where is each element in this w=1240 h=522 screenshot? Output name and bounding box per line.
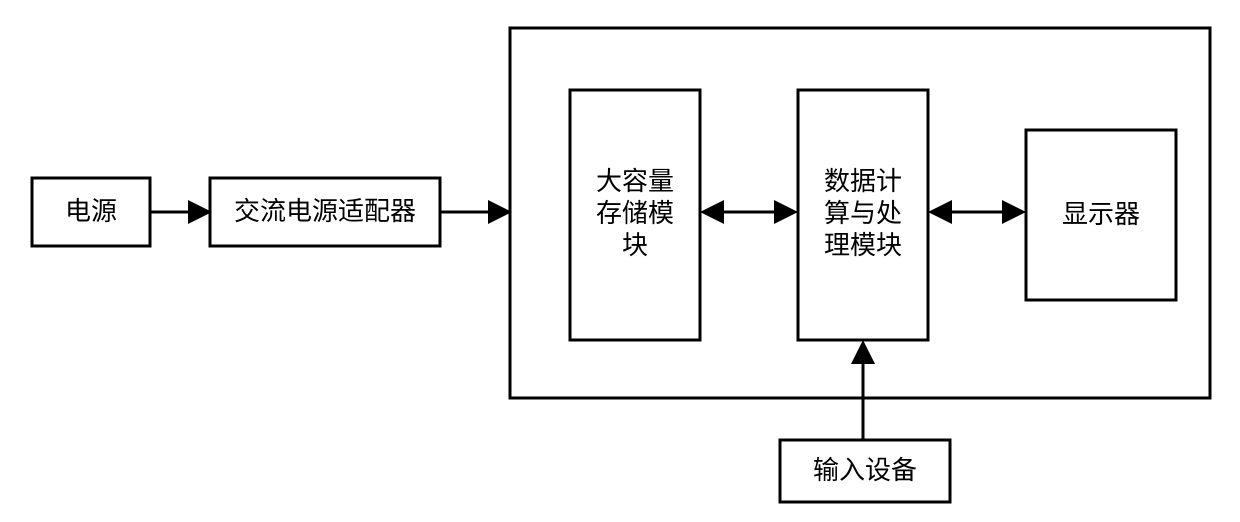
node-input: 输入设备 xyxy=(780,440,950,502)
node-input-label: 输入设备 xyxy=(813,456,917,485)
node-processor-line3: 理模块 xyxy=(824,231,902,260)
node-power: 电源 xyxy=(32,178,150,246)
node-storage-line3: 块 xyxy=(622,231,648,260)
node-processor: 数据计 算与处 理模块 xyxy=(798,90,928,340)
node-display-label: 显示器 xyxy=(1062,200,1140,229)
node-adapter: 交流电源适配器 xyxy=(210,178,440,246)
node-power-label: 电源 xyxy=(65,197,117,226)
node-processor-line1: 数据计 xyxy=(824,167,902,196)
node-processor-line2: 算与处 xyxy=(824,199,902,228)
node-storage-line1: 大容量 xyxy=(596,167,674,196)
node-adapter-label: 交流电源适配器 xyxy=(234,197,416,226)
node-storage-line2: 存储模 xyxy=(596,199,674,228)
node-display: 显示器 xyxy=(1026,130,1176,300)
node-storage: 大容量 存储模 块 xyxy=(570,90,700,340)
